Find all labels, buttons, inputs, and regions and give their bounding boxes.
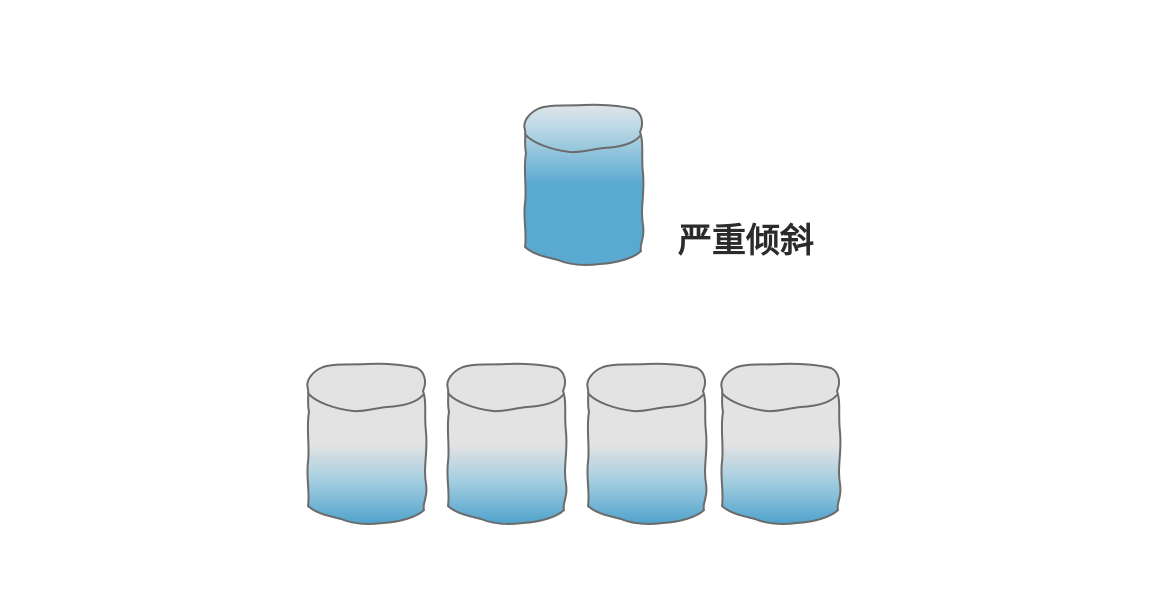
database-cylinder-icon xyxy=(720,362,842,525)
cylinder-top-rim xyxy=(524,133,641,154)
cylinder-top-rim xyxy=(587,392,704,413)
skew-annotation-label: 严重倾斜 xyxy=(678,221,814,261)
database-cylinder-icon xyxy=(306,362,428,525)
database-cylinder-icon xyxy=(586,362,708,525)
database-cylinder-icon xyxy=(523,103,645,266)
cylinder-body xyxy=(306,362,428,525)
cylinder-top-rim xyxy=(721,392,838,413)
cylinder-body xyxy=(446,362,568,525)
database-cylinder-icon xyxy=(446,362,568,525)
cylinder-body xyxy=(720,362,842,525)
cylinder-body xyxy=(586,362,708,525)
cylinder-body xyxy=(523,103,645,266)
cylinder-top-rim xyxy=(307,392,424,413)
cylinder-top-rim xyxy=(447,392,564,413)
